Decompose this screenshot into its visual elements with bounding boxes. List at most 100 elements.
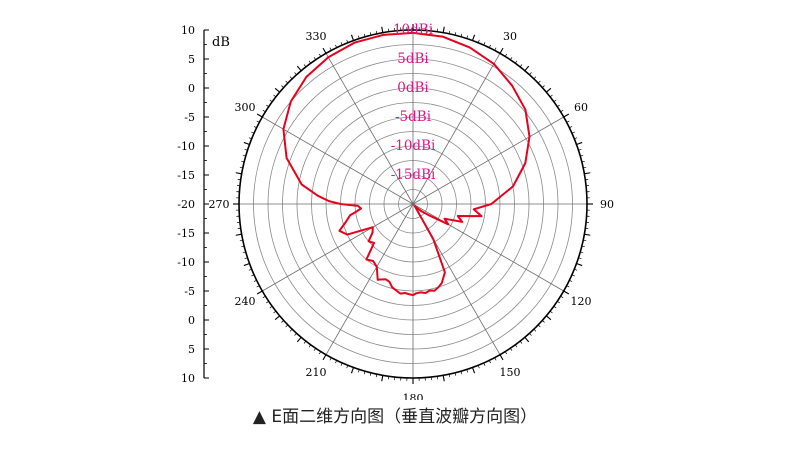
rim-tick (466, 35, 469, 39)
rim-tick (510, 57, 513, 60)
scale-tick-label: -20 (177, 198, 195, 211)
rim-tick (239, 166, 243, 169)
rim-tick (313, 57, 316, 60)
rim-tick (537, 324, 541, 328)
polar-chart: 10 5 0 -5 -10 -15 -20 -15 -10 -5 0 5 10 dB 30 60 90 120 1… (177, 22, 615, 400)
rim-tick (253, 126, 257, 129)
grid-spoke (412, 116, 564, 205)
rim-tick (369, 372, 372, 376)
rim-tick (519, 64, 523, 68)
rim-tick (350, 34, 355, 41)
rim-tick (514, 344, 518, 348)
rim-tick (580, 154, 584, 157)
rim-tick (549, 310, 553, 314)
rim-tick (248, 137, 252, 140)
grid-spoke (412, 53, 501, 205)
rim-tick (466, 369, 469, 373)
angle-label: 270 (209, 198, 230, 211)
rim-tick (566, 285, 570, 288)
rim-tick (537, 80, 541, 84)
rim-tick (504, 53, 508, 57)
rim-tick (519, 340, 523, 344)
rim-tick (318, 53, 322, 57)
rim-tick (294, 72, 297, 75)
rim-tick (442, 375, 445, 382)
rim-tick (560, 295, 564, 299)
angle-label: 150 (500, 366, 521, 379)
angle-label: 90 (600, 198, 614, 211)
rim-tick (584, 172, 591, 175)
rim-tick (381, 26, 384, 33)
rim-tick (578, 257, 582, 260)
rim-tick (477, 365, 480, 369)
rim-tick (340, 362, 343, 366)
radial-axis-scale: 10 5 0 -5 -10 -15 -20 -15 -10 -5 0 5 10 dB (177, 24, 230, 385)
rim-tick (576, 141, 583, 146)
scale-tick-label: 5 (188, 53, 195, 66)
rim-tick (269, 305, 273, 309)
series-layer (282, 31, 531, 297)
rim-tick (262, 109, 266, 113)
ring-label: 5dBi (397, 51, 429, 67)
grid-spoke (262, 116, 414, 205)
rim-tick (584, 233, 591, 236)
rim-tick (563, 113, 570, 118)
ring-label: -15dBi (391, 167, 436, 183)
rim-tick (235, 172, 242, 175)
rim-tick (248, 268, 252, 271)
rim-tick (256, 113, 263, 118)
rim-tick (244, 257, 248, 260)
rim-tick (308, 344, 312, 348)
rim-tick (477, 39, 480, 43)
rim-tick (346, 39, 349, 43)
rim-tick (329, 357, 332, 361)
rim-tick (494, 357, 497, 361)
grid-spoke (262, 203, 414, 292)
rim-tick (514, 60, 518, 64)
rim-tick (580, 251, 584, 254)
rim-tick (471, 34, 476, 41)
rim-tick (504, 351, 508, 355)
rim-tick (273, 310, 277, 314)
rim-tick (560, 109, 564, 113)
label-layer: 30 60 90 120 150 180 210 240 270 300 330 10dBi 5dBi 0… (209, 22, 615, 400)
rim-tick (381, 375, 384, 382)
grid-spoke (325, 53, 414, 205)
rim-tick (524, 65, 530, 72)
scale-tick-label: 10 (181, 372, 195, 385)
rim-tick (583, 239, 587, 242)
rim-tick (251, 131, 255, 134)
scale-tick-label: -10 (177, 256, 195, 269)
rim-tick (335, 44, 338, 48)
rim-tick (545, 87, 552, 93)
scale-unit-label: dB (212, 35, 230, 50)
rim-tick (542, 85, 545, 88)
angle-label: 60 (574, 101, 588, 114)
rim-tick (448, 30, 451, 34)
rim-tick (273, 94, 277, 98)
angle-label: 240 (234, 295, 255, 308)
rim-tick (569, 279, 573, 282)
figure-caption: ▲ E面二维方向图（垂直波瓣方向图） (252, 407, 538, 427)
angle-label: 30 (503, 30, 517, 43)
rim-tick (363, 33, 366, 37)
angle-label: 210 (306, 366, 327, 379)
rim-tick (494, 47, 497, 51)
rim-tick (303, 64, 307, 68)
rim-tick (329, 47, 332, 51)
rim-tick (256, 285, 260, 288)
rim-tick (322, 47, 327, 54)
rim-tick (529, 72, 532, 75)
rim-tick (308, 60, 312, 64)
rim-tick (285, 324, 289, 328)
rim-tick (483, 362, 486, 366)
rim-tick (253, 279, 257, 282)
rim-tick (448, 374, 451, 378)
rim-tick (460, 33, 463, 37)
rim-tick (313, 348, 316, 351)
rim-tick (241, 160, 245, 163)
angle-label: 180 (403, 392, 424, 400)
rim-tick (583, 166, 587, 169)
rim-tick (281, 85, 284, 88)
rim-tick (274, 87, 281, 93)
